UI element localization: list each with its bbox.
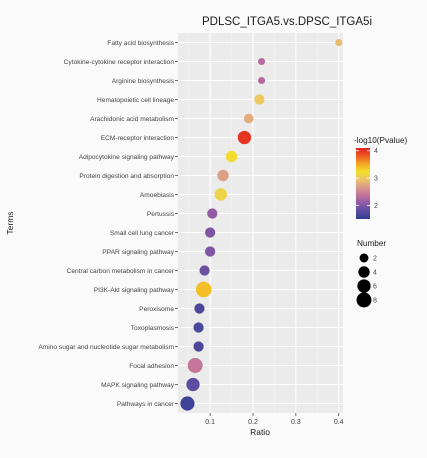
term-label: Pertussis [147,211,175,218]
term-labels: Fatty acid biosynthesis Cytokine-cytokine… [38,40,178,408]
term-label: Focal adhesion [129,363,174,370]
data-point [214,188,228,201]
term-label: Pathways in cancer [117,401,175,408]
data-point [193,322,204,333]
term-label: PI3K-Akt signaling pathway [94,287,175,294]
data-point [225,150,238,163]
data-point [195,281,212,298]
term-label: Hematopoietic cell lineage [97,97,174,104]
term-label: Amoebiasis [140,192,175,199]
color-legend-label: 3 [374,176,378,183]
size-legend-label: 8 [373,298,377,305]
size-legend-dot [356,292,372,308]
data-point [205,246,216,257]
x-tick-label: 0.1 [205,419,215,426]
color-bar [356,148,370,219]
size-legend-label: 2 [373,256,377,263]
color-legend-label: 4 [374,148,378,155]
term-label: ECM-receptor interaction [101,135,175,142]
data-point [199,265,210,276]
term-label: Adipocytokine signaling pathway [79,154,175,161]
data-point [186,377,200,392]
data-point [335,38,343,47]
data-points [180,38,343,411]
term-label: Cytokine-cytokine receptor interaction [64,59,175,66]
x-tick-label: 0.4 [334,419,344,426]
size-legend-dot [359,253,369,263]
term-label: Toxoplasmosis [131,325,175,332]
term-label: PPAR signaling pathway [102,249,174,256]
term-label: Arachidonic acid metabolism [90,116,174,123]
y-axis-title: Terms [5,211,15,234]
size-legend-label: 6 [373,284,377,291]
data-point [217,169,229,182]
data-point [258,57,266,66]
gridlines [178,33,343,413]
data-point [254,94,265,105]
size-legend-title: Number [357,239,386,248]
chart-title: PDLSC_ITGA5.vs.DPSC_ITGA5i [202,16,372,28]
data-point [237,130,252,145]
term-label: Central carbon metabolism in cancer [67,268,175,275]
size-legend: Number 2 4 6 8 [356,239,386,308]
x-axis-ticks: 0.1 0.2 0.3 0.4 [205,413,344,426]
term-label: Fatty acid biosynthesis [107,40,174,47]
color-legend-title: -log10(Pvalue) [354,136,408,145]
size-legend-label: 4 [373,270,377,277]
size-legend-dot [357,279,371,293]
term-label: Protein digestion and absorption [79,173,174,180]
data-point [205,227,216,238]
data-point [207,208,218,219]
data-point [258,76,266,85]
term-label: Peroxisome [139,306,174,313]
plot-panel [178,33,343,413]
term-label: Small cell lung cancer [110,230,175,237]
color-legend-label: 2 [374,203,378,210]
term-label: MAPK signaling pathway [101,382,175,389]
x-tick-label: 0.3 [291,419,301,426]
size-legend-dot [358,266,370,278]
color-legend: -log10(Pvalue) 2 3 4 [354,136,408,219]
x-tick-label: 0.2 [248,419,258,426]
x-axis-title: Ratio [250,427,270,437]
data-point [187,358,203,373]
term-label: Arginine biosynthesis [112,78,175,85]
data-point [193,341,204,352]
term-label: Amino sugar and nucleotide sugar metabol… [38,344,174,351]
data-point [243,113,254,124]
data-point [194,303,205,314]
data-point [180,396,195,411]
